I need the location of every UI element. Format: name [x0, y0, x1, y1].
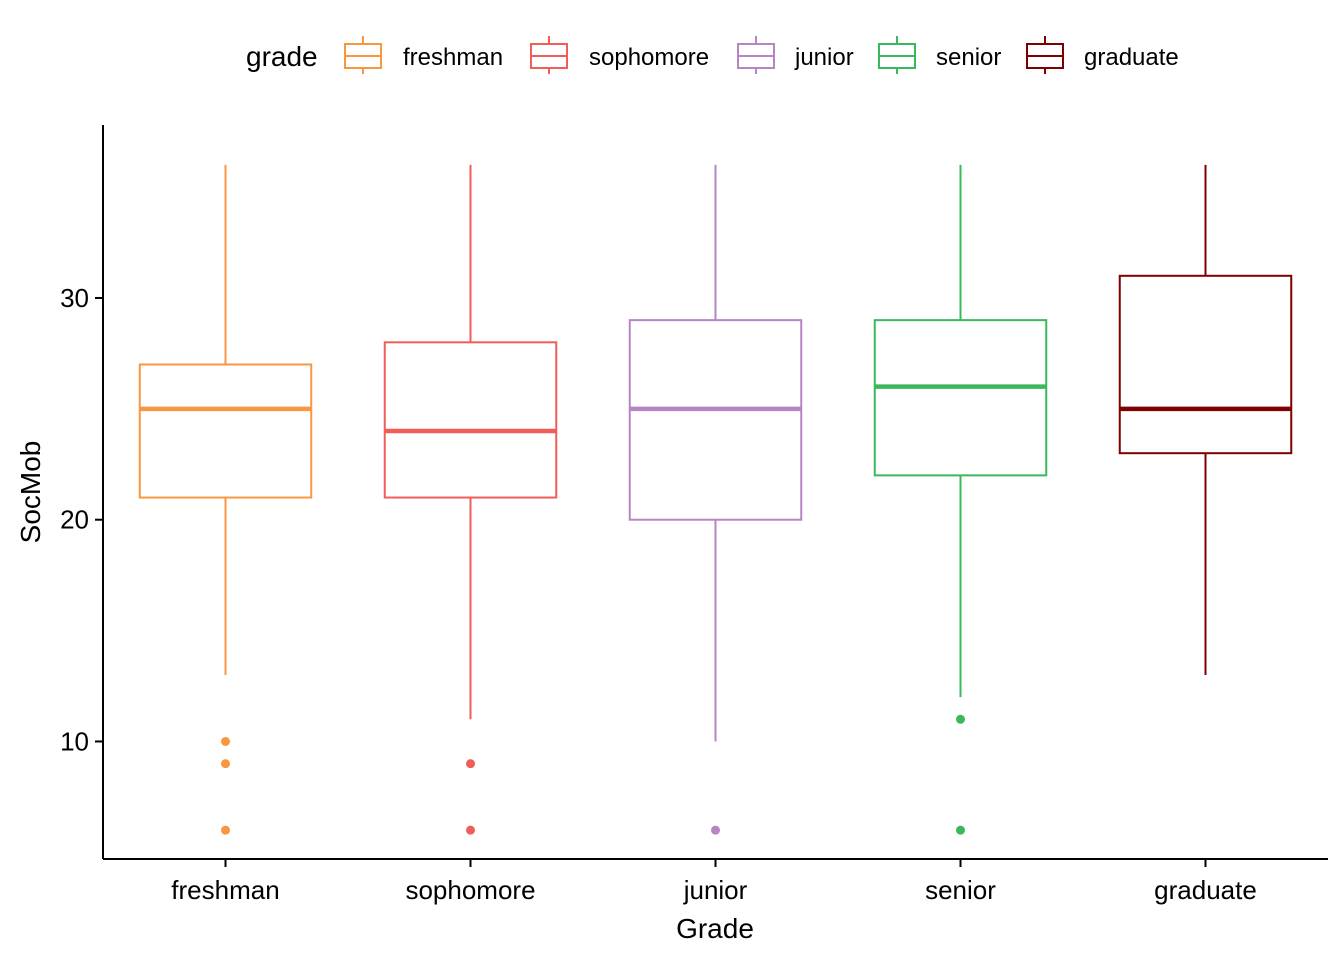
x-tick-label: sophomore — [405, 875, 535, 905]
x-axis-title: Grade — [676, 913, 754, 944]
box-junior — [628, 164, 803, 835]
legend-label: graduate — [1084, 44, 1179, 71]
legend-key — [737, 36, 775, 74]
legend-items: freshman sophomore junior senior graduate — [344, 36, 1179, 74]
y-tick-label: 10 — [60, 726, 89, 756]
outlier-point — [956, 714, 965, 724]
box-freshman — [138, 164, 313, 835]
box-sophomore — [383, 164, 558, 835]
legend-label: sophomore — [589, 44, 709, 71]
y-axis-title: SocMob — [15, 441, 46, 544]
x-tick-label: freshman — [171, 875, 279, 905]
legend-key — [878, 36, 916, 74]
outlier-point — [711, 825, 720, 835]
legend-title: grade — [246, 41, 318, 72]
x-tick-label: graduate — [1154, 875, 1257, 905]
outlier-point — [466, 759, 475, 769]
legend-label: freshman — [403, 44, 503, 71]
box-iqr — [138, 363, 313, 499]
outlier-point — [221, 736, 230, 746]
box-iqr — [873, 319, 1048, 477]
legend-key — [1026, 36, 1064, 74]
box-series — [138, 164, 1293, 835]
y-axis-ticks: 10 20 30 — [60, 283, 103, 756]
legend-item-freshman: freshman — [344, 36, 503, 74]
outlier-point — [466, 825, 475, 835]
outlier-point — [956, 825, 965, 835]
box-senior — [873, 164, 1048, 835]
y-tick-label: 20 — [60, 505, 89, 535]
legend-item-junior: junior — [737, 36, 854, 74]
y-tick-label: 30 — [60, 283, 89, 313]
legend-key — [530, 36, 568, 74]
outlier-point — [221, 825, 230, 835]
legend-item-graduate: graduate — [1026, 36, 1179, 74]
legend-item-senior: senior — [878, 36, 1001, 74]
box-graduate — [1118, 164, 1293, 675]
box-iqr — [383, 341, 558, 499]
box-iqr — [628, 319, 803, 521]
box-iqr — [1118, 274, 1293, 455]
legend-label: senior — [936, 44, 1001, 71]
legend-label: junior — [794, 44, 854, 71]
x-tick-label: junior — [683, 875, 748, 905]
x-tick-label: senior — [925, 875, 996, 905]
legend-key — [344, 36, 382, 74]
legend: grade freshman sophomore junior senior gradu… — [246, 36, 1179, 74]
x-axis-ticks: freshman sophomore junior senior graduate — [171, 859, 1257, 905]
outlier-point — [221, 759, 230, 769]
legend-item-sophomore: sophomore — [530, 36, 709, 74]
plot-area: 10 20 30 freshman sophomore junior senior grad… — [60, 125, 1328, 905]
